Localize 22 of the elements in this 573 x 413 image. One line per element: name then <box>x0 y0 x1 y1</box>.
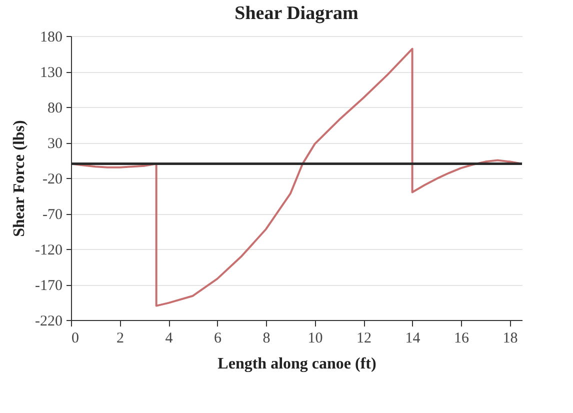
x-tick-label: 2 <box>116 330 124 346</box>
x-axis-title: Length along canoe (ft) <box>218 356 376 372</box>
chart-title: Shear Diagram <box>234 3 359 24</box>
x-tick-label: 0 <box>72 330 79 346</box>
y-tick-label: -70 <box>42 207 62 223</box>
y-tick-label: -170 <box>35 278 62 294</box>
y-tick-label: 180 <box>40 30 62 46</box>
x-tick-label: 18 <box>502 330 518 346</box>
y-tick-label: 130 <box>40 65 62 81</box>
y-axis-title: Shear Force (lbs) <box>11 120 28 237</box>
y-tick-label: 30 <box>48 136 62 152</box>
x-tick-label: 10 <box>308 330 323 346</box>
y-tick-label: -120 <box>35 242 62 258</box>
x-tick-label: 4 <box>165 330 174 346</box>
x-tick-label: 14 <box>405 330 421 346</box>
y-tick-label: 80 <box>48 100 62 116</box>
x-tick-label: 16 <box>454 330 470 346</box>
x-tick-label: 8 <box>262 330 270 346</box>
x-tick-label: 12 <box>356 330 372 346</box>
x-tick-label: 6 <box>214 330 222 346</box>
y-tick-label: -220 <box>35 314 62 330</box>
y-tick-label: -20 <box>42 172 62 188</box>
